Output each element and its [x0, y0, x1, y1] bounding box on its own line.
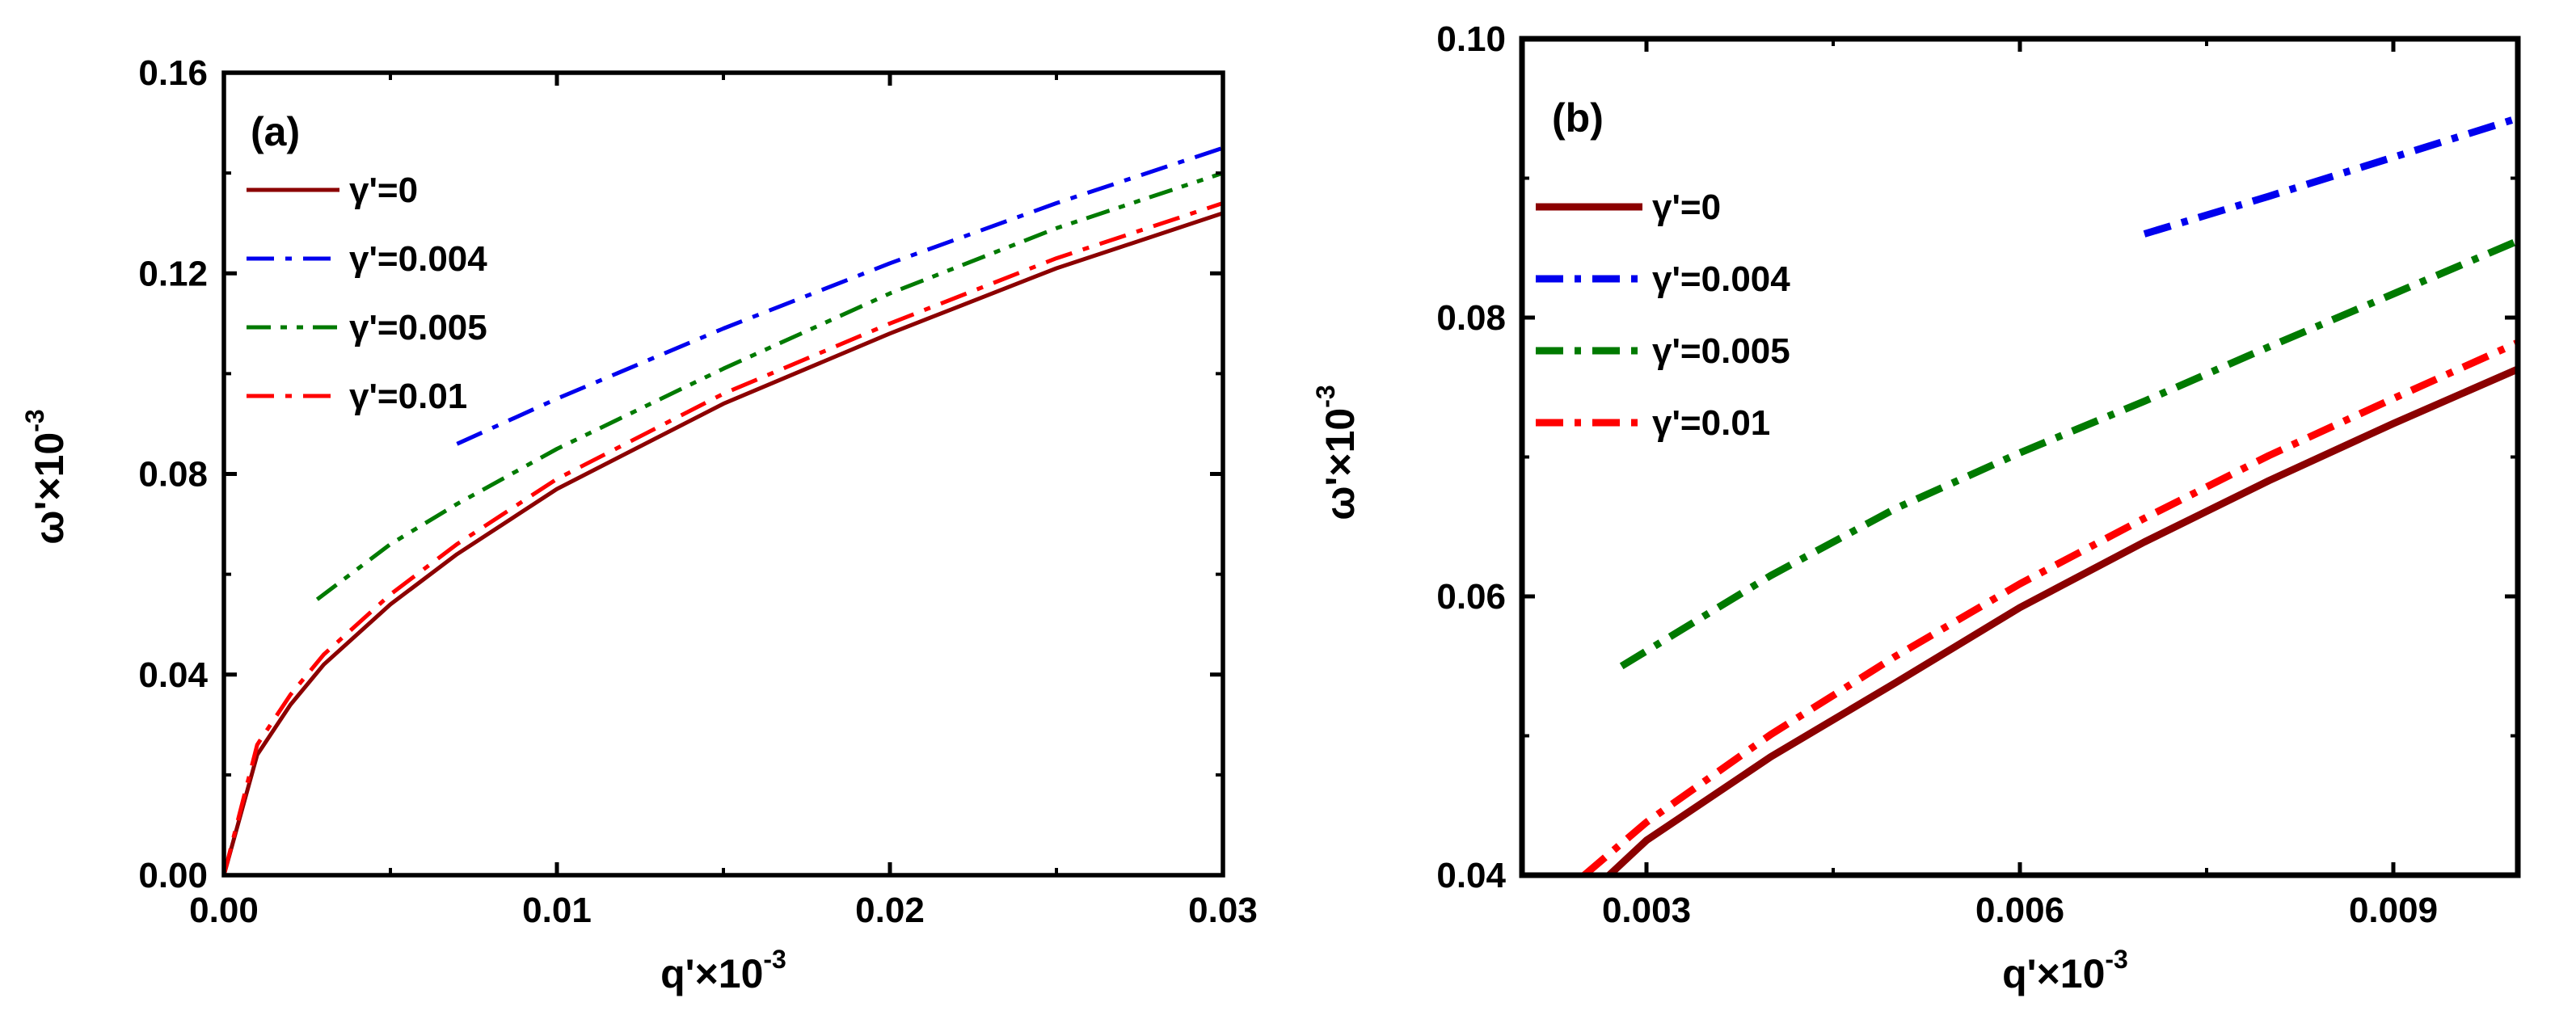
- y-axis-label-exponent: -3: [20, 409, 49, 432]
- x-tick-label: 0.03: [1188, 891, 1258, 930]
- legend-label-1: γ'=0.004: [1652, 259, 1790, 299]
- series-line-2: [315, 171, 1223, 601]
- legend-label-2: γ'=0.005: [1652, 331, 1790, 371]
- y-tick-label: 0.10: [1436, 19, 1506, 59]
- chart-panel-a: 0.00 0.01 0.02 0.03 0.00 0.04 0.08 0.12 0.16 q'×1…: [20, 53, 1258, 996]
- series-line-0: [1606, 365, 2518, 875]
- panel-label: (a): [251, 109, 300, 154]
- x-axis-label-main: q'×10: [2002, 951, 2105, 996]
- x-axis-label: q'×10-3: [2002, 945, 2128, 996]
- y-tick-label: 0.00: [138, 856, 208, 895]
- y-tick-label: 0.16: [138, 53, 208, 93]
- chart-panel-b: 0.003 0.006 0.0090.040.060.080.10q'×10-3ω'…: [1311, 19, 2521, 996]
- series-line-1: [2143, 115, 2518, 238]
- x-tick-label: 0.01: [522, 891, 592, 930]
- series-line-3: [224, 201, 1223, 875]
- y-tick-label: 0.06: [1436, 577, 1506, 617]
- x-tick-label: 0.003: [1602, 891, 1691, 930]
- legend-label-2: γ'=0.005: [349, 308, 487, 347]
- x-axis-label-exponent: -3: [2105, 945, 2127, 974]
- series-line-3: [1582, 339, 2518, 875]
- y-tick-label: 0.08: [1436, 298, 1506, 338]
- y-axis-label-exponent: -3: [1311, 385, 1340, 407]
- y-axis-label: ω'×10-3: [20, 409, 72, 544]
- x-axis-label: q'×10-3: [660, 945, 786, 996]
- x-axis-label-exponent: -3: [763, 945, 786, 974]
- y-axis-label: ω'×10-3: [1311, 385, 1363, 520]
- y-axis-label-main: ω'×10: [1318, 408, 1363, 520]
- y-tick-label: 0.12: [138, 254, 208, 293]
- x-tick-label: 0.00: [189, 891, 259, 930]
- series-line-1: [456, 145, 1223, 446]
- y-tick-label: 0.08: [138, 455, 208, 495]
- y-tick-label: 0.04: [1436, 856, 1506, 895]
- legend-label-0: γ'=0: [349, 171, 418, 210]
- x-tick-label: 0.02: [855, 891, 925, 930]
- y-tick-label: 0.04: [138, 655, 208, 695]
- series-line-2: [1619, 237, 2518, 670]
- legend-label-3: γ'=0.01: [349, 377, 467, 416]
- legend-label-3: γ'=0.01: [1652, 403, 1770, 443]
- series-line-0: [224, 211, 1223, 875]
- panel-label: (b): [1552, 95, 1604, 141]
- y-axis-label-main: ω'×10: [27, 432, 72, 545]
- x-tick-label: 0.006: [1975, 891, 2064, 930]
- x-tick-label: 0.009: [2349, 891, 2438, 930]
- legend-label-1: γ'=0.004: [349, 239, 487, 279]
- x-axis-label-main: q'×10: [660, 951, 763, 996]
- legend-label-0: γ'=0: [1652, 187, 1721, 227]
